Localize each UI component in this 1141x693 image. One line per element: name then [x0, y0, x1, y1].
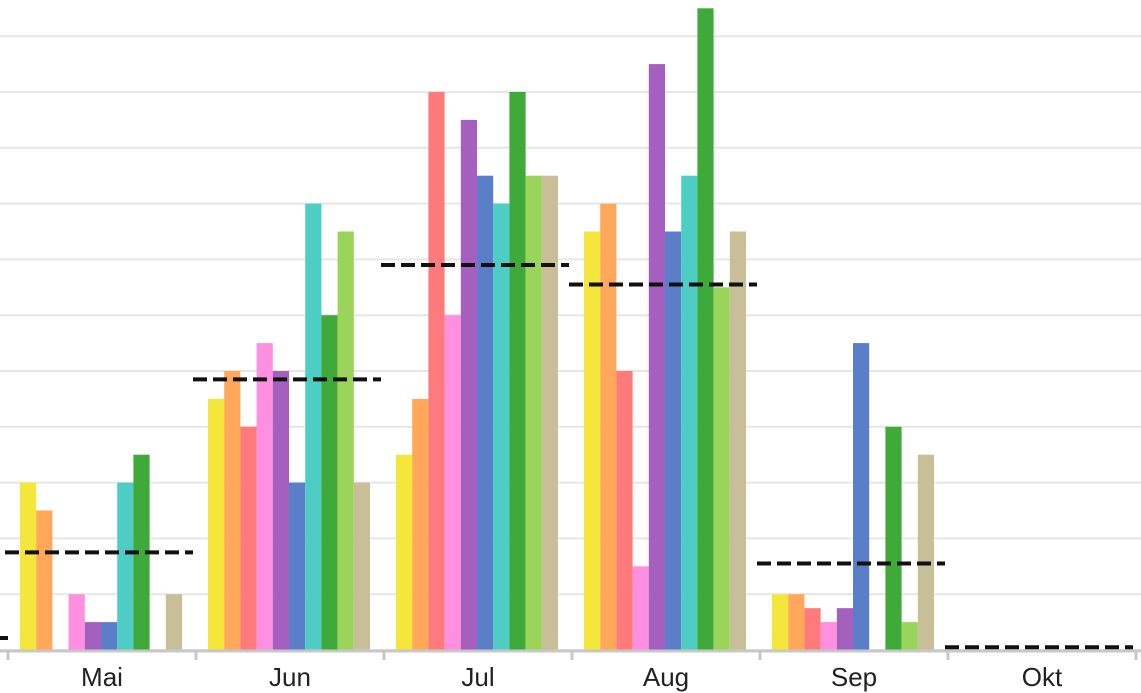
bar — [224, 371, 241, 650]
bar — [321, 315, 338, 650]
gridlines — [0, 35, 1141, 651]
bar — [240, 426, 257, 650]
bar — [853, 343, 870, 650]
bar — [20, 482, 37, 650]
bar — [428, 92, 445, 650]
bar — [509, 92, 526, 650]
bar — [272, 371, 289, 650]
x-tick-label: Aug — [643, 662, 689, 692]
x-tick-label: Okt — [1022, 662, 1063, 692]
bar — [101, 622, 118, 650]
bar — [444, 315, 461, 650]
bar — [133, 454, 150, 650]
bar — [729, 231, 746, 650]
average-lines — [0, 262, 1133, 650]
bar — [917, 454, 934, 650]
bar — [820, 622, 837, 650]
bar — [337, 231, 354, 650]
x-tick-labels: Mai Jun Jul Aug Sep Okt — [81, 662, 1063, 692]
x-axis — [0, 649, 1141, 660]
bar — [901, 622, 918, 650]
bar — [804, 608, 821, 650]
bar — [412, 398, 429, 650]
bar — [256, 343, 273, 650]
bar — [165, 594, 182, 650]
bar — [788, 594, 805, 650]
bar — [541, 175, 558, 650]
bar — [68, 594, 85, 650]
bar — [584, 231, 601, 650]
bar — [525, 175, 542, 650]
bar — [885, 426, 902, 650]
bar — [289, 482, 306, 650]
bar — [493, 203, 510, 650]
bar — [681, 175, 698, 650]
bar — [117, 482, 134, 650]
bar — [697, 8, 714, 651]
x-tick-label: Jul — [461, 662, 494, 692]
bar — [836, 608, 853, 650]
bar — [616, 371, 633, 650]
bar — [648, 64, 665, 651]
bar — [353, 482, 370, 650]
x-tick-label: Jun — [269, 662, 311, 692]
bar — [460, 119, 477, 650]
bar — [600, 203, 617, 650]
bar — [477, 175, 494, 650]
bar — [396, 454, 413, 650]
bar — [772, 594, 789, 650]
bars — [20, 8, 934, 651]
x-tick-label: Sep — [831, 662, 877, 692]
bar — [305, 203, 322, 650]
bar — [84, 622, 101, 650]
bar — [208, 398, 225, 650]
bar — [36, 510, 53, 650]
bar — [632, 566, 649, 650]
bar — [713, 287, 730, 650]
x-tick-label: Mai — [81, 662, 123, 692]
bar — [665, 231, 682, 650]
